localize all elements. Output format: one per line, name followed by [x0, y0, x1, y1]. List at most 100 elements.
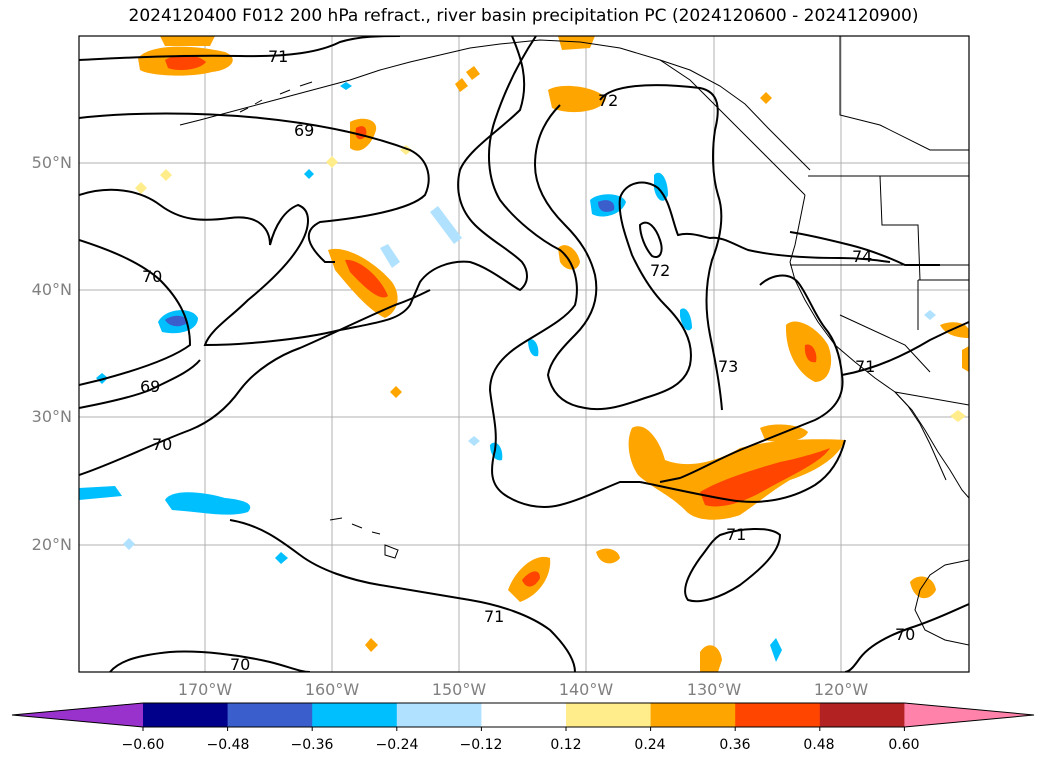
contour-label: 71 — [484, 607, 504, 626]
lon-label: 130°W — [686, 680, 742, 699]
precip-dot-10 — [950, 410, 966, 422]
alaska-panhandle — [659, 59, 811, 171]
contour-label: 69 — [294, 121, 314, 140]
contour-70-west — [79, 36, 528, 347]
contour-72-inner — [533, 104, 891, 411]
precip-core-144w-17n — [522, 571, 540, 587]
precip-neg-136w-48n — [654, 172, 668, 201]
colorbar-tick-label: −0.36 — [290, 737, 334, 753]
alaska-coast — [439, 39, 806, 196]
contour-74 — [789, 231, 940, 266]
colorbar-tick-label: 0.48 — [803, 737, 835, 753]
refractivity-contours — [79, 36, 969, 672]
colorbar-tick-label: −0.12 — [459, 737, 503, 753]
precip-core-california-offshore — [804, 344, 817, 363]
precip-dot-1 — [455, 78, 468, 92]
colorbar-swatch — [735, 703, 821, 727]
colorbar-tick-label: −0.48 — [206, 737, 250, 753]
lon-label: 170°W — [177, 680, 233, 699]
precip-core-subtropical-band — [700, 448, 830, 507]
precip-neg-dot-8 — [924, 310, 936, 320]
us-mexico-border — [894, 391, 969, 406]
colorbar-tick-label: −0.60 — [121, 737, 165, 753]
precip-blob-117w-17n — [910, 576, 936, 599]
precip-blob-top-west — [160, 36, 215, 46]
coastlines — [179, 36, 969, 646]
lat-label: 30°N — [31, 407, 72, 426]
precip-blob-131w-12n — [700, 645, 722, 672]
precip-neg-west-edge-24n — [79, 486, 122, 500]
contour-70-south — [79, 289, 431, 476]
contour-71-loop — [684, 527, 782, 603]
contour-label: 71 — [268, 47, 288, 66]
contour-label: 74 — [852, 247, 872, 266]
contour-label: 72 — [598, 91, 618, 110]
colorbar — [11, 702, 1035, 731]
contour-71-far-east — [844, 603, 969, 672]
lat-label: 20°N — [31, 535, 72, 554]
colorbar-tick-label: 0.24 — [634, 737, 666, 753]
mexico-coast — [914, 559, 969, 646]
precip-blob-subtropical-band — [628, 426, 845, 520]
canada-inland-1 — [839, 36, 969, 151]
colorbar-extend-min — [12, 703, 143, 727]
baja-coast — [894, 391, 947, 481]
precip-neg-dot-4 — [468, 436, 480, 446]
precip-blob-138w-19n — [596, 548, 620, 564]
page-title: 2024120400 F012 200 hPa refract., river … — [128, 6, 919, 26]
lon-label: 120°W — [813, 680, 869, 699]
contour-71-east — [659, 274, 844, 483]
colorbar-swatch — [143, 703, 229, 727]
precip-neg-dot-6 — [304, 169, 314, 179]
map-frame — [78, 35, 970, 673]
contour-label: 71 — [726, 525, 746, 544]
precip-neg-149w-42n — [430, 206, 462, 244]
precip-neg-170w-23n — [165, 492, 251, 515]
contour-label: 69 — [140, 377, 160, 396]
precip-positive-areas — [135, 36, 969, 672]
contour-label: 70 — [142, 267, 162, 286]
precip-core-aleutian-west — [165, 54, 206, 70]
state-border-5 — [839, 314, 931, 373]
contour-72-middle — [487, 36, 640, 508]
precip-neg-dot-2 — [123, 538, 135, 550]
contour-70-bend — [79, 239, 192, 386]
lat-label: 50°N — [31, 153, 72, 172]
colorbar-extend-max — [904, 703, 1034, 727]
precip-dot-9 — [760, 92, 772, 104]
island-1 — [239, 81, 313, 113]
aleutian-islands — [179, 54, 441, 126]
precip-blob-bc-coast — [548, 85, 606, 113]
lon-label: 150°W — [431, 680, 487, 699]
precip-blob-gulf-north — [558, 36, 595, 50]
state-border-1 — [879, 175, 921, 281]
colorbar-tick-label: −0.24 — [375, 737, 419, 753]
precip-dot-5 — [135, 182, 147, 194]
colorbar-swatch — [819, 703, 905, 727]
contour-label-group: 71 72 69 70 72 74 70 73 71 69 70 71 71 7… — [140, 47, 915, 674]
precip-neg-dot-7 — [340, 82, 352, 90]
precip-core-158w-40n — [345, 259, 388, 298]
contour-69-south — [79, 359, 201, 409]
colorbar-swatch — [227, 703, 313, 727]
colorbar-swatch — [396, 703, 482, 727]
contour-label: 70 — [152, 435, 172, 454]
contour-70-bottom — [109, 650, 311, 672]
contour-71-north — [79, 36, 401, 61]
precip-neg-dot-3 — [275, 552, 288, 564]
precip-neg-core-138w-47n — [598, 200, 615, 212]
colorbar-swatch — [312, 703, 398, 727]
precip-neg-155w-43n — [380, 244, 400, 268]
precip-dot-4 — [365, 638, 378, 652]
precip-dot-3 — [390, 386, 402, 398]
precip-dot-7 — [326, 156, 338, 168]
colorbar-tick-label: 0.12 — [550, 737, 582, 753]
precip-neg-core-172w-37n — [165, 315, 188, 327]
colorbar-swatch — [566, 703, 652, 727]
precip-neg-dot-5 — [770, 638, 782, 662]
precip-negative-areas — [79, 82, 936, 662]
contour-label: 70 — [230, 655, 250, 674]
contour-label: 72 — [650, 261, 670, 280]
colorbar-swatch — [481, 703, 567, 727]
precip-dot-6 — [160, 169, 172, 181]
